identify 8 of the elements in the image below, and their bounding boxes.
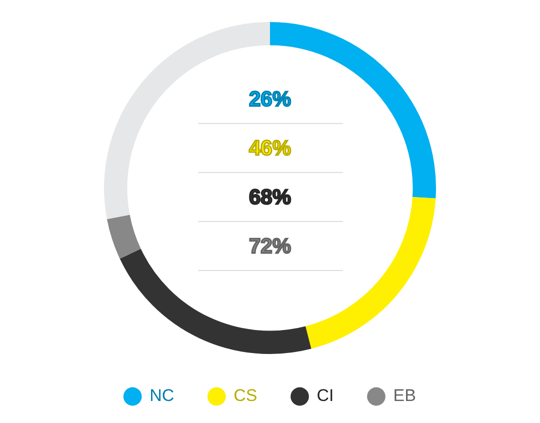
- legend-label: CS: [234, 386, 258, 406]
- text: 68%: [248, 186, 292, 209]
- text: 72%: [248, 234, 292, 258]
- legend-label: CI: [316, 386, 334, 406]
- legend-label: EB: [393, 386, 416, 406]
- text: 46%: [248, 136, 292, 160]
- legend-label: NC: [150, 386, 174, 406]
- text: 26%: [248, 88, 292, 111]
